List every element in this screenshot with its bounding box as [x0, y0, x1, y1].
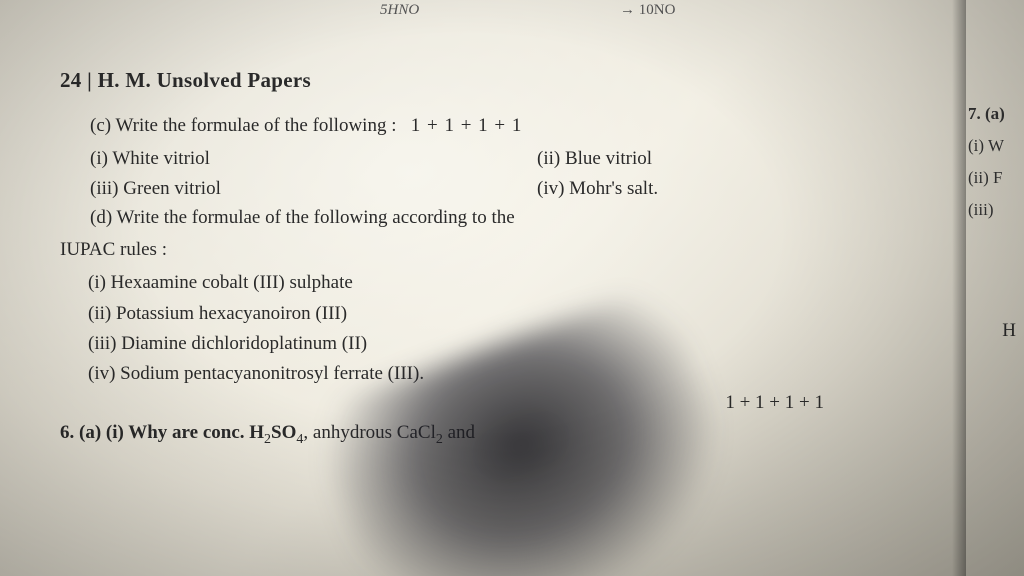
fragment-5hno: 5HNO [380, 2, 419, 19]
c-iv: (iv) Mohr's salt. [537, 174, 984, 203]
d-iii: (iii) Diamine dichloridoplatinum (II) [88, 329, 984, 359]
part-d-line2: IUPAC rules : [60, 235, 984, 264]
q6-sub2b: 2 [436, 432, 443, 447]
page-fold-edge [952, 0, 966, 576]
right-h: H [1002, 320, 1016, 342]
q6-mid: SO [271, 422, 296, 443]
d-ii: (ii) Potassium hexacyanoiron (III) [88, 299, 984, 329]
fragment-10no: → 10NO [620, 2, 675, 19]
textbook-page: 5HNO → 10NO 24 | H. M. Unsolved Papers (… [0, 0, 1024, 576]
q6-tail2: and [443, 422, 475, 443]
d-iv: (iv) Sodium pentacyanonitrosyl ferrate (… [88, 359, 984, 389]
right-r1: 7. (a) [968, 100, 1024, 129]
question-d: (d) Write the formulae of the following … [90, 203, 984, 232]
top-edge-fragments: 5HNO → 10NO [0, 2, 1024, 32]
page-header: 24 | H. M. Unsolved Papers [60, 68, 984, 93]
q6-tail: , anhydrous CaCl [303, 422, 435, 443]
right-r4: (iii) [968, 196, 1024, 225]
question-c: (c) Write the formulae of the following … [90, 111, 984, 203]
right-r3: (ii) F [968, 164, 1024, 193]
right-r2: (i) W [968, 132, 1024, 161]
c-iii: (iii) Green vitriol [90, 174, 537, 203]
part-d-marks: 1 + 1 + 1 + 1 [60, 392, 984, 414]
part-d-items: (i) Hexaamine cobalt (III) sulphate (ii)… [88, 268, 984, 390]
right-cutoff-column: 7. (a) (i) W (ii) F (iii) [968, 100, 1024, 228]
question-6: 6. (a) (i) Why are conc. H2SO4, anhydrou… [60, 422, 984, 448]
q6-prefix: 6. (a) (i) Why are conc. H [60, 422, 264, 443]
part-c-label: (c) Write the formulae of the following … [90, 115, 396, 136]
d-i: (i) Hexaamine cobalt (III) sulphate [88, 268, 984, 298]
part-d-line1: (d) Write the formulae of the following … [90, 203, 984, 232]
part-c-marks: 1 + 1 + 1 + 1 [411, 115, 522, 136]
c-i: (i) White vitriol [90, 144, 537, 173]
part-c-items: (i) White vitriol (ii) Blue vitriol (iii… [90, 144, 984, 203]
c-ii: (ii) Blue vitriol [537, 144, 984, 173]
q6-sub2a: 2 [264, 432, 271, 447]
